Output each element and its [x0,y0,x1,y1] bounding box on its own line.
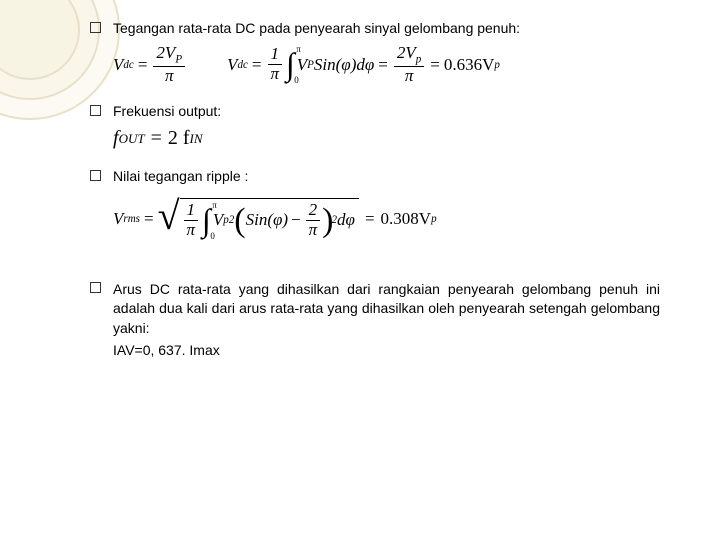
formula: Vdc = 1 π ∫π0 VP Sin(φ)dφ = 2Vp π = 0.63… [227,44,500,85]
bullet-icon [90,170,101,181]
item-text: Frekuensi output: [113,103,660,119]
item-text: Tegangan rata-rata DC pada penyearah sin… [113,20,660,36]
bullet-icon [90,22,101,33]
slide-content: Tegangan rata-rata DC pada penyearah sin… [0,0,720,396]
bullet-icon [90,105,101,116]
item-text: Nilai tegangan ripple : [113,168,660,184]
bullet-item: Tegangan rata-rata DC pada penyearah sin… [90,20,660,85]
formula-row: Vrms = √ 1 π ∫π0 Vp2 ( Sin(φ) − [113,198,660,239]
formula-row: Vdc = 2VP π Vdc = 1 π ∫π0 VP Sin(φ)dφ = [113,44,660,85]
formula-row: fOUT = 2 fIN [113,127,660,150]
formula: Vrms = √ 1 π ∫π0 Vp2 ( Sin(φ) − [113,198,437,239]
formula: fOUT = 2 fIN [113,127,203,150]
bullet-item: Nilai tegangan ripple : Vrms = √ 1 π ∫π0… [90,168,660,239]
bullet-item: Frekuensi output: fOUT = 2 fIN [90,103,660,150]
bullet-icon [90,282,101,293]
formula: Vdc = 2VP π [113,44,187,85]
bullet-item: Arus DC rata-rata yang dihasilkan dari r… [90,280,660,359]
item-subtext: IAV=0, 637. Imax [113,342,660,358]
item-text: Arus DC rata-rata yang dihasilkan dari r… [113,280,660,339]
